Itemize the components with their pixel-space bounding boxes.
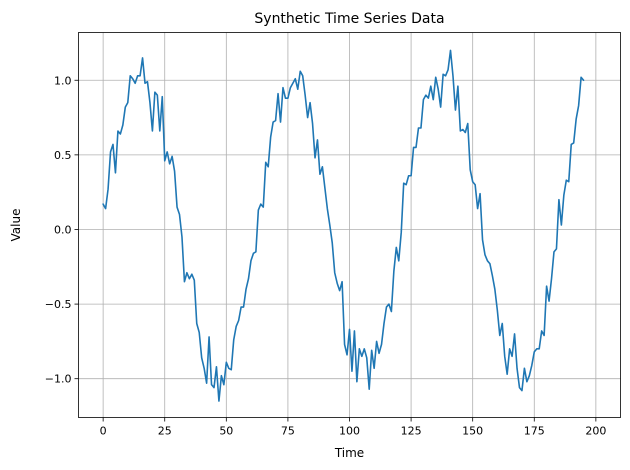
x-axis-label: Time [334, 446, 364, 460]
x-tick-label: 0 [100, 425, 107, 438]
y-tick-label: 0.0 [54, 223, 72, 236]
y-tick-label: −0.5 [45, 298, 72, 311]
y-axis-ticks: −1.0 −0.5 0.0 0.5 1.0 [45, 74, 79, 386]
series-line [102, 49, 585, 402]
series-layer [102, 49, 585, 402]
grid [78, 32, 621, 418]
x-tick-label: 200 [585, 425, 606, 438]
x-tick-label: 100 [339, 425, 360, 438]
x-tick-label: 150 [462, 425, 483, 438]
y-axis-label: Value [9, 209, 23, 242]
x-tick-label: 75 [281, 425, 295, 438]
y-tick-label: 1.0 [54, 74, 72, 87]
y-tick-label: −1.0 [45, 373, 72, 386]
chart-title: Synthetic Time Series Data [254, 11, 444, 27]
x-axis-ticks: 0 25 50 75 100 125 150 175 200 [100, 417, 606, 438]
x-tick-label: 50 [219, 425, 233, 438]
y-tick-label: 0.5 [54, 149, 72, 162]
x-tick-label: 125 [401, 425, 422, 438]
x-tick-label: 175 [524, 425, 545, 438]
x-tick-label: 25 [158, 425, 172, 438]
